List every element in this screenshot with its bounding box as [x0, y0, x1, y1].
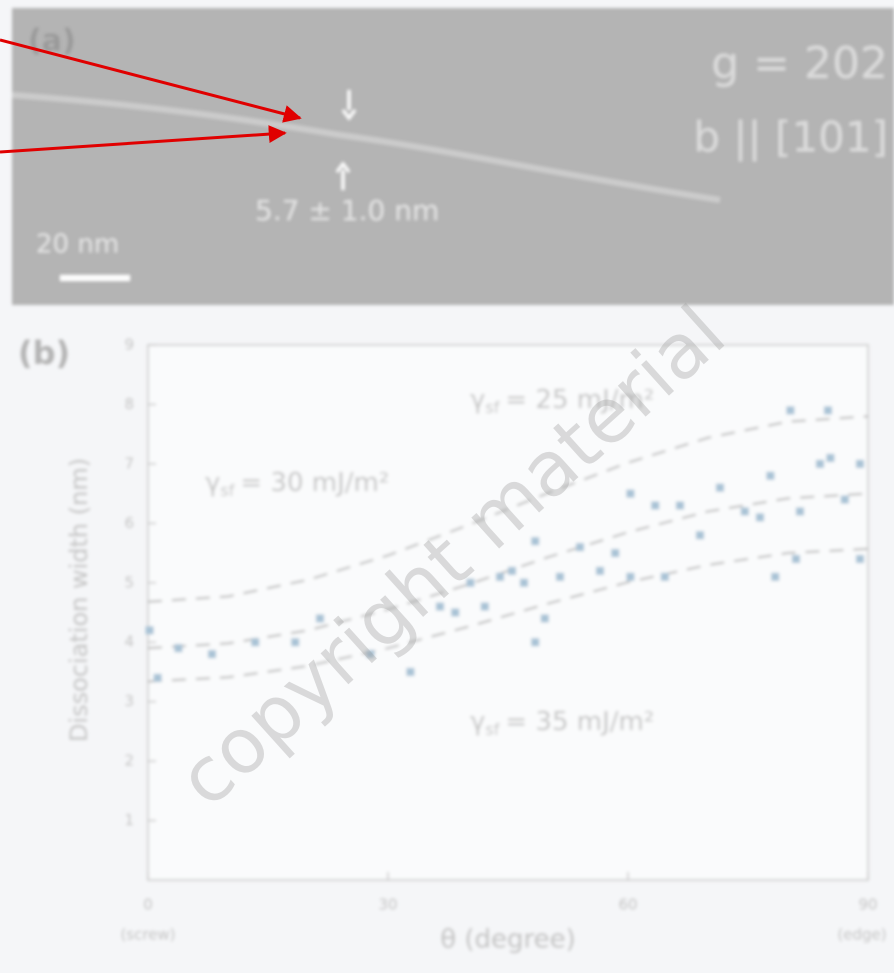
y-tick-label: 5	[124, 573, 134, 591]
data-point	[251, 638, 260, 647]
micrograph-panel: (a) g = 202 b || [101] 5.7 ± 1.0 nm 20 n…	[11, 8, 894, 305]
curve-annotation: γsf = 30 mJ/m²	[205, 468, 389, 500]
data-point	[508, 566, 516, 575]
data-point	[626, 489, 635, 498]
data-point	[840, 495, 849, 504]
gamma-subscript: sf	[220, 481, 234, 500]
data-point	[531, 638, 540, 647]
data-point	[520, 578, 528, 587]
data-point	[576, 543, 584, 552]
y-tick-label: 8	[124, 395, 134, 413]
data-point	[596, 566, 604, 575]
width-label: 5.7 ± 1.0 nm	[255, 194, 439, 227]
y-tick-label: 4	[124, 633, 134, 651]
data-point	[611, 549, 620, 558]
annotation-text: = 30 mJ/m²	[240, 468, 389, 498]
data-point	[816, 459, 824, 468]
theory-curve	[147, 547, 869, 683]
annotation-text: = 35 mJ/m²	[505, 707, 654, 737]
x-tick-label: 0	[143, 896, 153, 914]
x-end-label: (edge)	[837, 926, 886, 944]
data-point	[451, 608, 460, 617]
annotation-text: = 25 mJ/m²	[505, 385, 654, 415]
data-point	[406, 667, 415, 676]
data-point	[856, 555, 864, 563]
x-end-label: (screw)	[120, 926, 175, 944]
data-point	[660, 572, 669, 581]
scale-label: 20 nm	[36, 230, 119, 260]
data-point	[174, 644, 183, 653]
data-point	[676, 501, 684, 510]
y-tick-label: 1	[124, 811, 134, 829]
y-axis-label: Dissociation width (nm)	[65, 458, 93, 742]
pointer-arrow	[0, 38, 302, 123]
panel-label: (b)	[18, 334, 70, 372]
x-axis-label: θ (degree)	[440, 925, 576, 955]
data-point	[696, 531, 704, 540]
burgers-vector: b || [101]	[693, 113, 888, 162]
data-point	[651, 501, 660, 510]
data-point	[145, 626, 154, 635]
data-point	[626, 572, 635, 581]
chart-panel: (b) θ (degree) Dissociation width (nm) (…	[18, 334, 887, 955]
data-point	[316, 614, 324, 623]
y-tick-label: 2	[124, 752, 134, 770]
data-point	[436, 602, 444, 611]
data-point	[824, 406, 832, 415]
data-point	[766, 471, 775, 480]
data-point	[496, 572, 504, 581]
scale-bar	[60, 275, 130, 281]
data-point	[786, 406, 795, 415]
theory-curve	[147, 415, 869, 603]
x-tick-label: 30	[378, 896, 397, 914]
data-point	[540, 614, 549, 623]
dislocation-streak	[11, 92, 721, 203]
data-point	[366, 650, 375, 659]
gamma-symbol: γ	[470, 385, 485, 415]
y-tick-label: 6	[124, 514, 134, 532]
marker-arrow	[335, 161, 351, 190]
data-point	[716, 483, 724, 492]
pointer-arrow	[0, 125, 287, 154]
data-point	[208, 650, 216, 659]
y-tick-label: 7	[124, 454, 134, 472]
x-tick-label: 90	[858, 896, 877, 914]
data-point	[826, 453, 835, 462]
gamma-subscript: sf	[485, 398, 499, 417]
x-tick-label: 60	[618, 896, 637, 914]
data-point	[796, 507, 804, 516]
data-point	[792, 555, 800, 563]
data-point	[856, 459, 864, 468]
data-point	[740, 507, 749, 516]
curve-annotation: γsf = 25 mJ/m²	[470, 385, 654, 417]
data-point	[291, 638, 300, 647]
gamma-subscript: sf	[485, 720, 499, 739]
data-point	[531, 537, 540, 546]
g-vector: g = 202	[711, 38, 888, 89]
data-point	[466, 578, 475, 587]
y-tick-label: 9	[124, 336, 134, 354]
marker-arrow	[341, 90, 357, 121]
micrograph	[12, 8, 894, 305]
data-point	[756, 513, 764, 522]
data-point	[556, 572, 564, 581]
y-tick-label: 3	[124, 692, 134, 710]
data-point	[480, 602, 489, 611]
gamma-symbol: γ	[205, 468, 220, 498]
gamma-symbol: γ	[470, 707, 485, 737]
data-point	[153, 673, 162, 682]
plot-frame	[147, 344, 869, 881]
curve-annotation: γsf = 35 mJ/m²	[470, 707, 654, 739]
data-point	[771, 572, 780, 581]
